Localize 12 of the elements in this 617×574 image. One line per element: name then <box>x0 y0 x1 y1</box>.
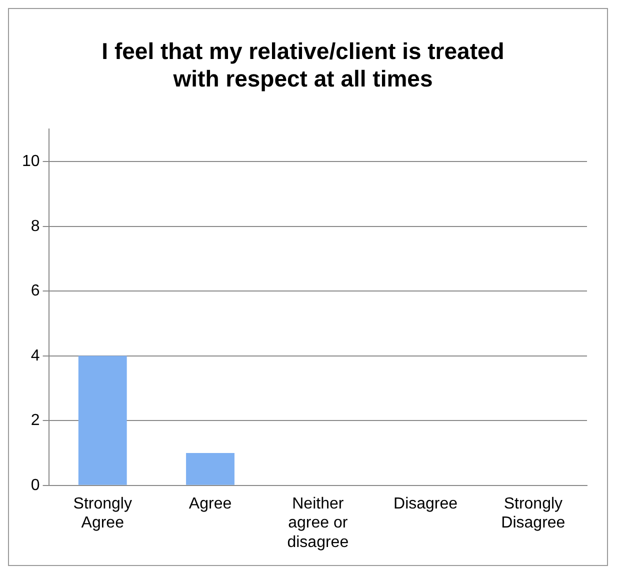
y-tick-label: 10 <box>22 152 40 170</box>
x-tick-label: Neither agree or disagree <box>287 495 349 551</box>
y-tick-label: 6 <box>30 282 40 300</box>
y-tick-label: 0 <box>30 476 40 494</box>
x-tick-label: Disagree <box>394 495 458 512</box>
x-tick-label: Strongly Agree <box>73 495 132 532</box>
chart-title: I feel that my relative/client is treated with respect at all times <box>102 38 504 92</box>
y-tick-label: 2 <box>30 412 40 430</box>
y-tick-label: 4 <box>30 347 40 364</box>
x-tick-label: Agree <box>188 495 232 512</box>
x-tick-label: Strongly Disagree <box>501 495 566 532</box>
y-tick-label: 8 <box>30 218 40 235</box>
